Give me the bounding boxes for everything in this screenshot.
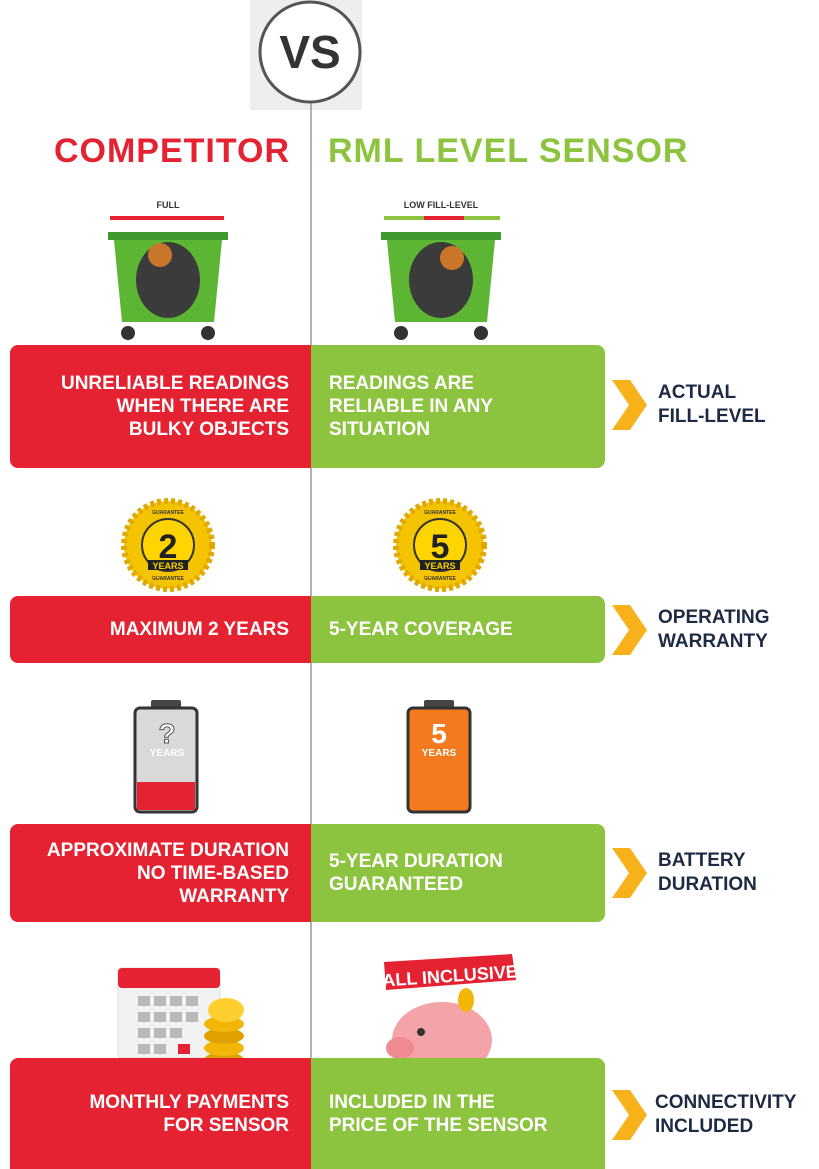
battery-unit: YEARS (422, 748, 457, 759)
battery-number: 5 (431, 718, 447, 749)
battery-unit: YEARS (150, 748, 185, 759)
rml-cell: INCLUDED IN THE PRICE OF THE SENSOR (311, 1058, 605, 1169)
rml-cell: READINGS ARE RELIABLE IN ANY SITUATION (311, 345, 605, 468)
competitor-cell: UNRELIABLE READINGS WHEN THERE ARE BULKY… (10, 345, 311, 468)
page: {"vs": "VS", "headers": {"competitor": "… (0, 0, 819, 1169)
feature-label: OPERATING WARRANTY (658, 600, 770, 660)
bin-label: LOW FILL-LEVEL (404, 200, 479, 210)
battery-number: ? (158, 718, 175, 749)
bin-label: FULL (157, 200, 180, 210)
calendar (118, 968, 244, 1068)
vs-text: VS (279, 26, 340, 78)
bin-low: LOW FILL-LEVEL (381, 200, 501, 340)
rml-cell: 5-YEAR DURATION GUARANTEED (311, 824, 605, 922)
rml-cell: 5-YEAR COVERAGE (311, 596, 605, 663)
badge-ring-text: GUARANTEE (152, 510, 184, 516)
battery-rml: 5 YEARS (408, 700, 470, 812)
header-rml: RML LEVEL SENSOR (328, 132, 688, 171)
bin-full: FULL (108, 200, 228, 340)
battery-competitor: ? YEARS (135, 700, 197, 812)
feature-label: BATTERY DURATION (658, 843, 757, 903)
badge-unit: YEARS (424, 561, 455, 571)
header-competitor: COMPETITOR (54, 132, 290, 171)
badge-ring-text: GUARANTEE (152, 576, 184, 582)
badge-competitor: GUARANTEE GUARANTEE 2 YEARS (124, 501, 212, 589)
badge-rml: GUARANTEE GUARANTEE 5 YEARS (396, 501, 484, 589)
competitor-cell: APPROXIMATE DURATION NO TIME-BASED WARRA… (10, 824, 311, 922)
badge-ring-text: GUARANTEE (424, 510, 456, 516)
competitor-cell: MONTHLY PAYMENTS FOR SENSOR (10, 1058, 311, 1169)
badge-unit: YEARS (152, 561, 183, 571)
badge-ring-text: GUARANTEE (424, 576, 456, 582)
chevrons (612, 380, 647, 1140)
feature-label: ACTUAL FILL-LEVEL (658, 375, 766, 435)
competitor-cell: MAXIMUM 2 YEARS (10, 596, 311, 663)
illustrations: VS FULL LOW FILL-LEVEL GUARANTEE GUARANT… (0, 0, 819, 1169)
feature-label: CONNECTIVITY INCLUDED (655, 1085, 796, 1145)
